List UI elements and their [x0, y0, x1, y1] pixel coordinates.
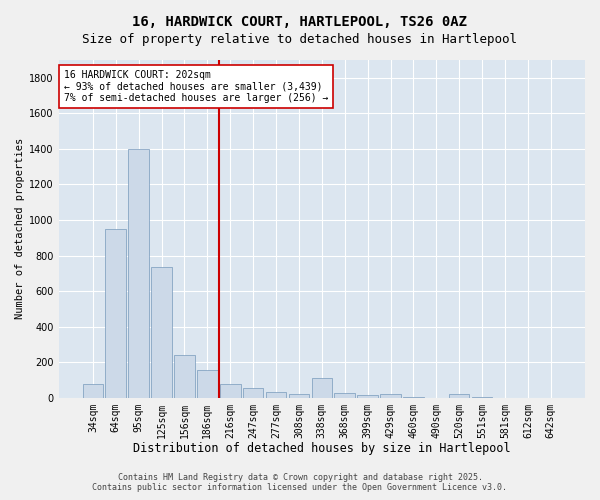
Bar	[449, 394, 469, 398]
Bar	[243, 388, 263, 398]
Bar	[151, 267, 172, 398]
Text: Size of property relative to detached houses in Hartlepool: Size of property relative to detached ho…	[83, 32, 517, 46]
Y-axis label: Number of detached properties: Number of detached properties	[15, 138, 25, 320]
Bar	[472, 397, 493, 398]
Text: 16 HARDWICK COURT: 202sqm
← 93% of detached houses are smaller (3,439)
7% of sem: 16 HARDWICK COURT: 202sqm ← 93% of detac…	[64, 70, 328, 103]
Bar	[220, 384, 241, 398]
Bar	[128, 149, 149, 398]
Bar	[83, 384, 103, 398]
Bar	[311, 378, 332, 398]
Bar	[174, 355, 195, 398]
Bar	[197, 370, 218, 398]
Bar	[266, 392, 286, 398]
Bar	[358, 395, 378, 398]
Bar	[289, 394, 309, 398]
Text: Contains HM Land Registry data © Crown copyright and database right 2025.
Contai: Contains HM Land Registry data © Crown c…	[92, 473, 508, 492]
Bar	[380, 394, 401, 398]
Bar	[403, 397, 424, 398]
Bar	[106, 229, 126, 398]
Bar	[334, 394, 355, 398]
X-axis label: Distribution of detached houses by size in Hartlepool: Distribution of detached houses by size …	[133, 442, 511, 455]
Text: 16, HARDWICK COURT, HARTLEPOOL, TS26 0AZ: 16, HARDWICK COURT, HARTLEPOOL, TS26 0AZ	[133, 15, 467, 29]
